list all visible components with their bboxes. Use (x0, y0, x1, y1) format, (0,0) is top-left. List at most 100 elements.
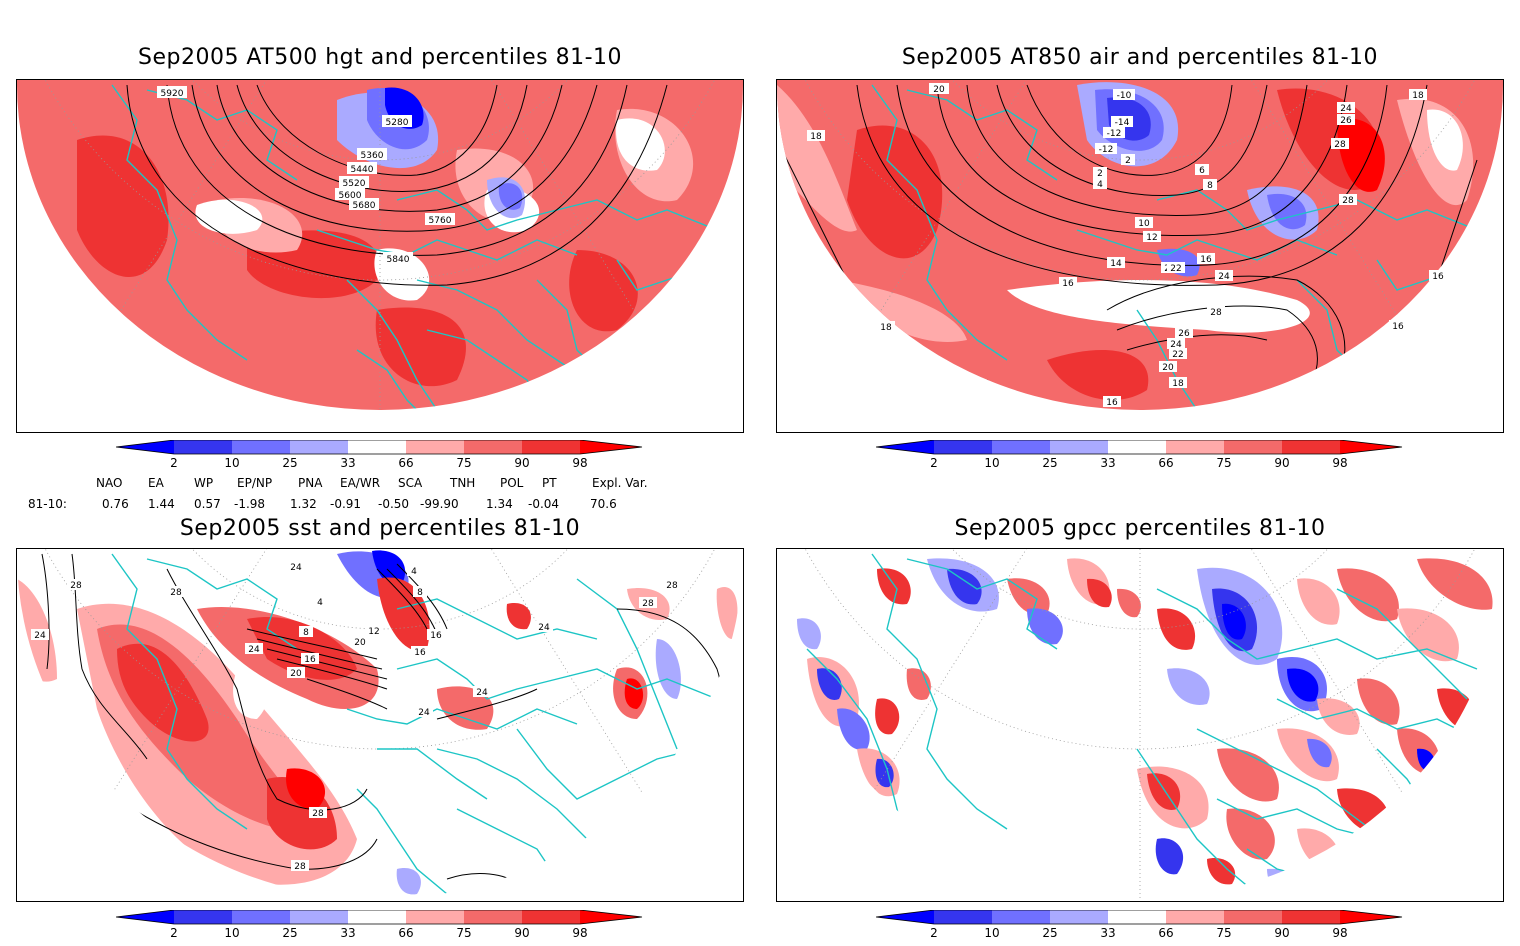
tele-header-pol: POL (500, 476, 524, 490)
shading-white (616, 118, 665, 171)
contour-label: 6 (1199, 166, 1205, 176)
contour-label: 20 (354, 638, 366, 648)
colorbar-tick: 90 (514, 926, 530, 940)
contour-label: 5440 (351, 165, 374, 175)
contour-label: 28 (1334, 140, 1346, 150)
contour-label: -14 (1115, 118, 1130, 128)
contour-label: 16 (1062, 279, 1074, 289)
contour-label: 12 (368, 627, 379, 637)
shading-red-dark (77, 135, 169, 278)
contour-label: -12 (1107, 129, 1122, 139)
colorbar-tick: 25 (282, 456, 298, 470)
tele-header-tnh: TNH (450, 476, 476, 490)
contour-label: 22 (1172, 350, 1183, 360)
contour-label: 18 (1172, 379, 1184, 389)
tele-value-sca: -0.50 (378, 497, 410, 511)
colorbar-hgt500: 2 10 25 33 66 75 90 98 (115, 439, 644, 476)
contour-label: 24 (248, 645, 260, 655)
contour-label: 8 (1207, 181, 1213, 191)
contour-label: 4 (1097, 180, 1103, 190)
colorbar-gpcc: 2 10 25 33 66 75 90 98 (875, 909, 1404, 946)
contour-label: 16 (430, 631, 442, 641)
colorbar-tick: 66 (1158, 456, 1174, 470)
contour-label: 4 (411, 567, 417, 577)
contour-label: 18 (1412, 91, 1424, 101)
contour-label: 24 (476, 688, 488, 698)
colorbar-tick: 10 (224, 456, 240, 470)
colorbar-tick: 2 (170, 456, 178, 470)
contour-label: 24 (290, 563, 302, 573)
tele-value-pna: 1.32 (290, 497, 317, 511)
contour-label: 20 (1162, 363, 1174, 373)
contour-label: 2 (1097, 169, 1103, 179)
colorbar-tick: 25 (1042, 926, 1058, 940)
contour-label: 4 (317, 598, 323, 608)
colorbar-tick: 98 (572, 456, 588, 470)
tele-value-pol: 1.34 (486, 497, 513, 511)
contour-label: 5920 (161, 89, 184, 99)
tele-value-nao: 0.76 (102, 497, 129, 511)
tele-header-eawr: EA/WR (340, 476, 381, 490)
contour-label: 18 (880, 323, 892, 333)
contour-label: 5840 (387, 255, 410, 265)
colorbar-tick: 75 (1216, 926, 1232, 940)
colorbar-tick: 75 (456, 926, 472, 940)
panel-title-sst: Sep2005 sst and percentiles 81-10 (179, 516, 581, 541)
contour-label: 14 (1110, 259, 1122, 269)
tele-header-epnp: EP/NP (237, 476, 273, 490)
colorbar-tick: 25 (282, 926, 298, 940)
colorbar-tick: 98 (1332, 456, 1348, 470)
tele-header-nao: NAO (96, 476, 123, 490)
colorbar-tick: 33 (1100, 926, 1116, 940)
contour-label: 5760 (429, 216, 452, 226)
contour-label: 18 (810, 132, 822, 142)
contour-label: 16 (304, 655, 316, 665)
colorbar-tick: 66 (398, 926, 414, 940)
contour-label: 28 (294, 862, 306, 872)
contour-label: 24 (538, 623, 550, 633)
colorbar-tick: 33 (1100, 456, 1116, 470)
shading-white (195, 199, 263, 234)
tele-header-pna: PNA (298, 476, 323, 490)
colorbar-tick: 66 (398, 456, 414, 470)
map-gpcc (776, 548, 1504, 902)
map-air850: 20 -10 -14 -12 -12 2 2 4 6 8 10 12 14 16… (776, 79, 1504, 433)
colorbar-tick: 2 (170, 926, 178, 940)
tele-value-pt: -0.04 (528, 497, 560, 511)
map-sst: 28 24 28 24 20 4 4 8 8 12 16 16 16 20 24… (16, 548, 744, 902)
tele-header-sca: SCA (398, 476, 423, 490)
colorbar-tick: 33 (340, 456, 356, 470)
colorbar-tick: 75 (456, 456, 472, 470)
colorbar-tick: 10 (984, 926, 1000, 940)
colorbar-tick: 90 (1274, 456, 1290, 470)
colorbar-tick: 10 (224, 926, 240, 940)
contour-label: 28 (70, 581, 82, 591)
panel-title-gpcc: Sep2005 gpcc percentiles 81-10 (954, 516, 1326, 541)
contour-label: -12 (1099, 145, 1114, 155)
tele-value-epnp: -1.98 (234, 497, 266, 511)
contour-label: 28 (666, 581, 678, 591)
contour-label: 5520 (343, 179, 366, 189)
contour-label: 2 (1125, 156, 1131, 166)
shading-red-dark (375, 307, 466, 387)
contour-label: 8 (303, 628, 309, 638)
contour-label: 22 (1170, 264, 1181, 274)
contour-label: 24 (34, 631, 46, 641)
contour-label: 16 (1432, 272, 1444, 282)
contour-label: 24 (1340, 104, 1352, 114)
tele-value-ea: 1.44 (148, 497, 175, 511)
tele-value-tnh: -99.90 (420, 497, 459, 511)
colorbar-tick: 10 (984, 456, 1000, 470)
contour-label: 28 (312, 809, 324, 819)
contour-label: 24 (418, 708, 430, 718)
colorbar-sst: 2 10 25 33 66 75 90 98 (115, 909, 644, 946)
colorbar-tick: 75 (1216, 456, 1232, 470)
contour-label: 5680 (353, 201, 376, 211)
panel-title-hgt500: Sep2005 AT500 hgt and percentiles 81-10 (137, 45, 623, 70)
contour-label: 5360 (361, 151, 384, 161)
panel-title-air850: Sep2005 AT850 air and percentiles 81-10 (901, 45, 1379, 70)
colorbar-tick: 66 (1158, 926, 1174, 940)
contour-label: 28 (1210, 308, 1222, 318)
contour-label: 28 (170, 588, 182, 598)
contour-label: 28 (1342, 196, 1354, 206)
